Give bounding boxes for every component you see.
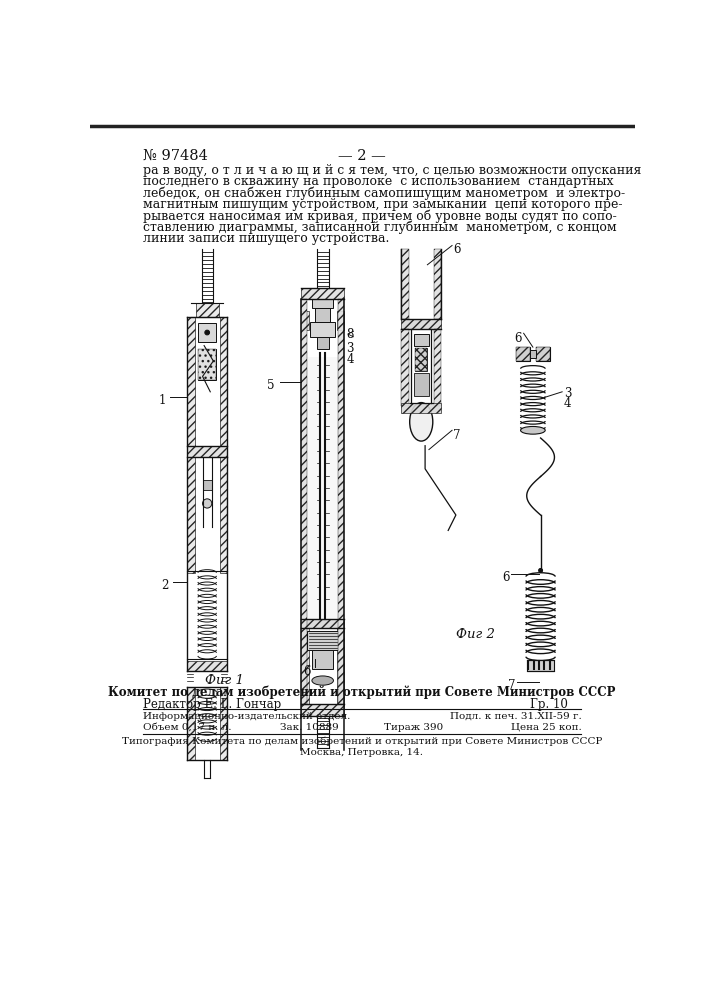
- Bar: [415, 348, 428, 371]
- Bar: [301, 299, 308, 704]
- Text: магнитным пишущим устройством, при замыкании  цепи которого пре-: магнитным пишущим устройством, при замык…: [143, 198, 622, 211]
- Bar: [402, 249, 409, 319]
- Text: Москва, Петровка, 14.: Москва, Петровка, 14.: [300, 748, 423, 757]
- Bar: [301, 619, 344, 628]
- Bar: [198, 349, 216, 380]
- Bar: [187, 687, 195, 760]
- Ellipse shape: [539, 569, 542, 572]
- Bar: [187, 317, 195, 446]
- Ellipse shape: [203, 499, 212, 508]
- Bar: [433, 329, 441, 406]
- Bar: [219, 687, 227, 760]
- Bar: [527, 660, 554, 671]
- Text: Тираж 390: Тираж 390: [384, 723, 443, 732]
- Bar: [198, 323, 216, 342]
- Bar: [219, 457, 227, 573]
- Bar: [219, 317, 227, 446]
- Text: 3: 3: [346, 342, 354, 355]
- Bar: [516, 347, 530, 361]
- Ellipse shape: [409, 403, 433, 441]
- Bar: [310, 322, 335, 337]
- Bar: [301, 628, 309, 705]
- Bar: [402, 403, 441, 413]
- Text: 2: 2: [161, 579, 169, 592]
- Text: ставлению диаграммы, записанной глубинным  манометром, с концом: ставлению диаграммы, записанной глубинны…: [143, 221, 616, 234]
- Bar: [536, 347, 550, 361]
- Bar: [196, 303, 218, 317]
- Bar: [516, 347, 530, 361]
- Bar: [402, 319, 441, 329]
- Bar: [301, 704, 344, 716]
- Bar: [308, 631, 338, 650]
- Text: Цена 25 коп.: Цена 25 коп.: [510, 723, 581, 732]
- Bar: [312, 650, 334, 669]
- Bar: [536, 347, 550, 361]
- Text: Гр. 10: Гр. 10: [530, 698, 568, 711]
- Bar: [433, 249, 441, 319]
- Bar: [302, 357, 344, 650]
- Text: 6: 6: [303, 665, 311, 678]
- Bar: [414, 334, 429, 346]
- Text: лебедок, он снабжен глубинным самопишущим манометром  и электро-: лебедок, он снабжен глубинным самопишущи…: [143, 187, 624, 200]
- Text: линии записи пишущего устройства.: линии записи пишущего устройства.: [143, 232, 389, 245]
- Text: 6: 6: [515, 332, 522, 345]
- Bar: [187, 446, 227, 457]
- Text: ра в воду, о т л и ч а ю щ и й с я тем, что, с целью возможности опускания: ра в воду, о т л и ч а ю щ и й с я тем, …: [143, 164, 641, 177]
- Ellipse shape: [312, 676, 334, 685]
- Bar: [203, 480, 212, 490]
- Bar: [187, 457, 195, 573]
- Text: Фиг 1: Фиг 1: [206, 674, 245, 687]
- Text: Подл. к печ. 31.XII-59 г.: Подл. к печ. 31.XII-59 г.: [450, 712, 581, 721]
- Text: 7: 7: [452, 429, 460, 442]
- Text: 7: 7: [508, 679, 516, 692]
- Ellipse shape: [520, 426, 545, 434]
- Bar: [337, 628, 344, 705]
- Text: 4: 4: [346, 353, 354, 366]
- Text: 5: 5: [267, 379, 275, 392]
- Text: — 2 —: — 2 —: [338, 149, 386, 163]
- Bar: [415, 348, 428, 371]
- Bar: [315, 308, 330, 322]
- Text: Объем 0,17 п. л.: Объем 0,17 п. л.: [143, 723, 231, 732]
- Text: Редактор Е. Г. Гончар: Редактор Е. Г. Гончар: [143, 698, 281, 711]
- Text: № 97484: № 97484: [143, 149, 207, 163]
- Bar: [414, 373, 429, 396]
- Text: 4: 4: [563, 397, 571, 410]
- Text: 6: 6: [454, 243, 461, 256]
- Bar: [301, 311, 309, 330]
- Bar: [530, 350, 536, 358]
- Text: Типография Комитета по делам изобретений и открытий при Совете Министров СССР: Типография Комитета по делам изобретений…: [122, 737, 602, 746]
- Text: 3: 3: [563, 387, 571, 400]
- Bar: [301, 288, 344, 299]
- Text: Информационно-издательский отдел.: Информационно-издательский отдел.: [143, 712, 350, 721]
- Text: 6: 6: [502, 571, 510, 584]
- Bar: [312, 299, 334, 308]
- Bar: [198, 349, 216, 380]
- Bar: [337, 311, 344, 330]
- Text: Комитет по делам изобретений и открытий при Совете Министров СССР: Комитет по делам изобретений и открытий …: [108, 686, 616, 699]
- Text: 1: 1: [158, 394, 165, 407]
- Bar: [317, 337, 329, 349]
- Text: Зак. 10889: Зак. 10889: [280, 723, 339, 732]
- Ellipse shape: [205, 330, 209, 335]
- Text: 8: 8: [346, 328, 354, 341]
- Bar: [402, 329, 409, 406]
- Bar: [187, 661, 227, 671]
- Bar: [338, 299, 344, 704]
- Text: рывается наносимая им кривая, причем об уровне воды судят по сопо-: рывается наносимая им кривая, причем об …: [143, 209, 617, 223]
- Text: Фиг 2: Фиг 2: [456, 628, 495, 641]
- Text: последнего в скважину на проволоке  с использованием  стандартных: последнего в скважину на проволоке с исп…: [143, 175, 613, 188]
